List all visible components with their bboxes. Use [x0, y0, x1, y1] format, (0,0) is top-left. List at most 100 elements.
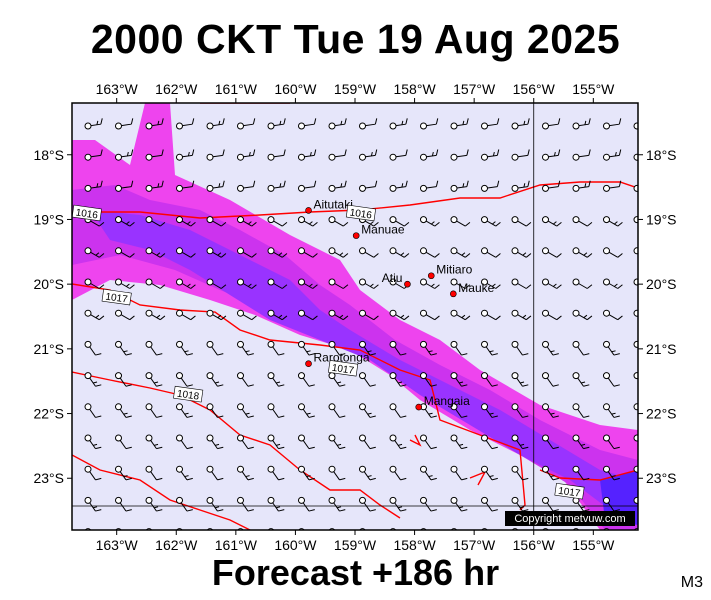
wind-barb — [206, 309, 227, 321]
wind-barb — [542, 180, 561, 192]
wind-barb — [603, 278, 623, 289]
wind-barb — [145, 465, 163, 481]
wind-barb — [572, 247, 593, 258]
wind-barb — [359, 247, 379, 258]
wind-barb — [176, 180, 195, 192]
wind-barb — [420, 496, 437, 512]
wind-barb — [267, 247, 288, 258]
lat-label-right: 18°S — [646, 147, 677, 163]
wind-barb — [511, 118, 530, 130]
wind-barb — [603, 216, 623, 227]
wind-barb — [511, 278, 532, 289]
wind-barb — [145, 496, 163, 512]
wind-barb — [328, 278, 349, 289]
isobar-label: 1018 — [173, 385, 204, 403]
town-dot — [352, 232, 360, 239]
wind-barb — [359, 180, 378, 192]
town-label: Rarotonga — [314, 351, 370, 365]
wind-barb — [237, 465, 254, 481]
wind-barb — [603, 340, 620, 356]
wind-barb — [328, 403, 346, 418]
wind-barb — [237, 434, 254, 450]
wind-barb — [633, 372, 638, 380]
lon-label-bottom: 162°W — [155, 537, 198, 553]
wind-barb — [542, 309, 562, 321]
lon-label-bottom: 158°W — [393, 537, 436, 553]
wind-barb — [481, 149, 500, 161]
wind-barb — [420, 340, 437, 356]
wind-barb — [572, 118, 591, 130]
axis-ticks: 163°W 163°W 162°W 162°W 161°W 161°W 160°W 160°W… — [33, 81, 676, 553]
wind-barb — [267, 309, 288, 321]
wind-barb — [115, 180, 134, 192]
copyright-box — [505, 511, 635, 526]
wind-barb — [298, 434, 315, 450]
wind-barb — [115, 372, 132, 387]
isobar-line — [539, 469, 638, 481]
town-label: Aitutaki — [314, 197, 353, 211]
wind-barb — [389, 216, 410, 227]
wind-barb — [633, 122, 638, 130]
wind-barb — [267, 372, 285, 387]
wind-barb — [572, 340, 590, 356]
wind-barb — [267, 403, 285, 418]
wind-barb — [511, 149, 530, 161]
wind-barb — [267, 465, 285, 481]
wind-barb — [359, 118, 378, 130]
isobar-label: 1016 — [345, 204, 376, 222]
wind-barb — [359, 278, 379, 289]
wind-barb — [298, 216, 318, 227]
wind-barb — [481, 118, 500, 130]
wind-barb — [420, 216, 440, 227]
wind-barb — [84, 434, 102, 450]
wind-barb — [267, 180, 286, 192]
wind-barb — [420, 434, 437, 450]
wind-barb — [328, 340, 346, 356]
wind-barb — [237, 309, 257, 321]
wind-barb — [389, 403, 407, 418]
wind-barb — [84, 247, 105, 258]
map-title: 2000 CKT Tue 19 Aug 2025 — [90, 16, 621, 62]
wind-barb — [115, 278, 135, 289]
lat-label-left: 18°S — [33, 147, 64, 163]
wind-barb — [237, 278, 257, 289]
wind-barb — [511, 340, 529, 356]
lat-label-left: 22°S — [33, 406, 64, 422]
wind-barb — [115, 216, 135, 227]
wind-barb — [359, 340, 376, 356]
wind-barb — [267, 434, 285, 450]
lat-label-right: 19°S — [646, 211, 677, 227]
wind-barb — [237, 372, 254, 387]
town-dot — [427, 272, 435, 280]
wind-barb — [84, 309, 105, 321]
wind-barb — [115, 434, 132, 450]
wind-barb — [176, 216, 196, 227]
wind-barb — [145, 372, 163, 387]
wind-barb — [115, 403, 132, 418]
wind-barb — [267, 340, 285, 356]
wind-barb — [237, 149, 256, 161]
wind-barb — [450, 118, 469, 130]
wind-barbs — [84, 118, 638, 530]
wind-barb — [450, 216, 471, 227]
wind-barb — [511, 496, 529, 512]
wind-barb — [481, 403, 498, 418]
lon-label-bottom: 156°W — [513, 537, 556, 553]
wind-barb — [481, 465, 498, 481]
wind-barb — [359, 496, 376, 512]
wind-barb — [145, 118, 164, 130]
wind-barb — [420, 247, 440, 258]
lat-label-right: 20°S — [646, 276, 677, 292]
town-label: Mitiaro — [436, 263, 472, 277]
town-aitutaki: Aitutaki — [305, 197, 353, 214]
wind-barb — [298, 309, 318, 321]
wind-barb — [298, 403, 315, 418]
wind-barb — [481, 372, 498, 387]
lon-label-top: 160°W — [274, 81, 317, 97]
wind-barb — [603, 496, 620, 512]
wind-barb — [84, 149, 103, 161]
lat-label-left: 19°S — [33, 211, 64, 227]
wind-barb — [420, 372, 437, 387]
wind-barb — [176, 309, 196, 321]
lat-label-left: 20°S — [33, 276, 64, 292]
